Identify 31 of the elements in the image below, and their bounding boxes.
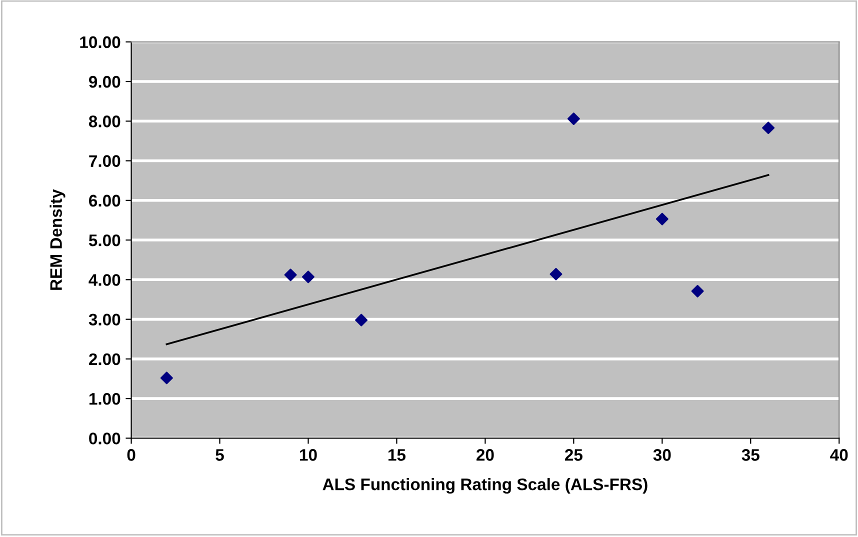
y-tick-label: 5.00: [88, 234, 120, 246]
point: [550, 268, 562, 280]
y-tick-label: 9.00: [89, 76, 120, 88]
point: [567, 112, 580, 126]
y-tick-label: 10.00: [80, 36, 120, 48]
x-tick-label: 5: [216, 449, 224, 461]
x-tick-label: 15: [388, 449, 406, 461]
point: [656, 212, 668, 226]
x-tick-label: 0: [127, 449, 136, 461]
point: [160, 372, 173, 384]
x-tick-label: 20: [476, 449, 494, 461]
x-tick-label: 40: [830, 449, 848, 461]
point: [302, 270, 314, 284]
y-axis-title: REM Density: [50, 189, 66, 290]
point: [691, 284, 704, 298]
y-tick-label: 1.00: [89, 392, 120, 405]
y-tick-label: 4.00: [88, 274, 120, 286]
x-tick-label: 25: [564, 449, 582, 461]
y-tick-label: 6.00: [89, 194, 120, 207]
point: [355, 314, 368, 326]
x-tick-label: 30: [653, 449, 671, 461]
y-tick-label: 2.00: [89, 353, 120, 366]
y-tick-label: 3.00: [88, 314, 120, 326]
x-axis-title: ALS Functioning Rating Scale (ALS-FRS): [322, 478, 648, 494]
point: [762, 122, 775, 134]
y-tick-label: 7.00: [89, 155, 120, 167]
point: [284, 268, 297, 282]
x-tick-label: 35: [742, 449, 760, 461]
y-tick-label: 0.00: [89, 432, 120, 444]
y-tick-label: 8.00: [88, 116, 120, 128]
x-tick-label: 10: [300, 449, 317, 461]
